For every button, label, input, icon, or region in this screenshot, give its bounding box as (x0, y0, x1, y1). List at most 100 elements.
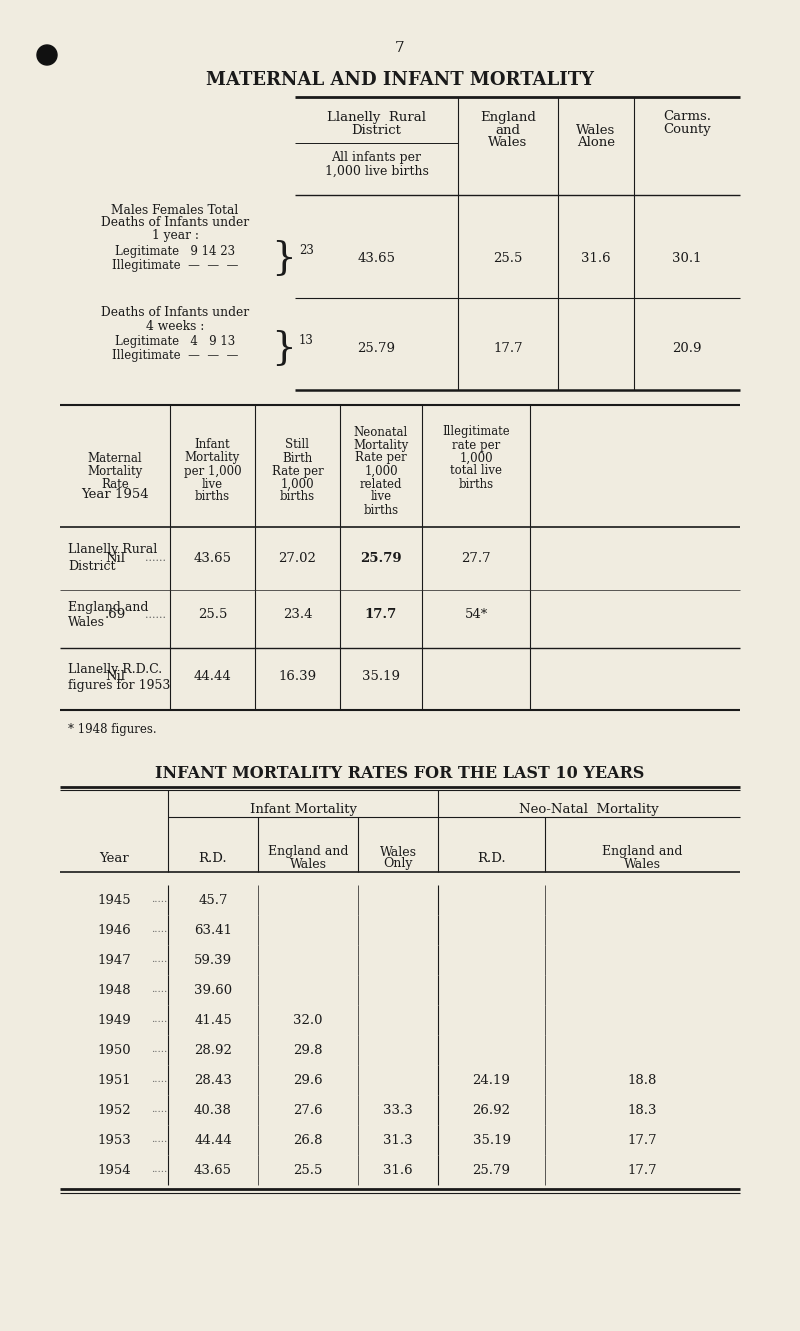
Text: 1949: 1949 (97, 1013, 131, 1026)
Text: Birth: Birth (282, 451, 313, 465)
Text: and: and (495, 124, 521, 137)
Text: Wales: Wales (68, 616, 105, 630)
Text: 26.8: 26.8 (294, 1134, 322, 1146)
Text: Still: Still (286, 438, 310, 451)
Text: 45.7: 45.7 (198, 893, 228, 906)
Text: 25.79: 25.79 (360, 551, 402, 564)
Text: 1,000 live births: 1,000 live births (325, 165, 429, 177)
Text: 35.19: 35.19 (362, 671, 400, 684)
Text: 24.19: 24.19 (473, 1074, 510, 1086)
Text: 1946: 1946 (97, 924, 131, 937)
Text: 17.7: 17.7 (628, 1134, 658, 1146)
Text: 23.4: 23.4 (282, 608, 312, 622)
Text: Neo-Natal  Mortality: Neo-Natal Mortality (519, 804, 659, 816)
Text: births: births (280, 491, 315, 503)
Text: .....: ..... (151, 1045, 167, 1054)
Text: .....: ..... (151, 1106, 167, 1114)
Text: Nil: Nil (105, 671, 125, 684)
Text: .....: ..... (151, 1075, 167, 1085)
Text: Wales: Wales (624, 857, 661, 870)
Text: England and: England and (68, 600, 149, 614)
Text: live: live (202, 478, 223, 491)
Text: 23: 23 (299, 245, 314, 257)
Text: England: England (480, 110, 536, 124)
Text: 1951: 1951 (97, 1074, 131, 1086)
Text: 1 year :: 1 year : (151, 229, 198, 242)
Text: Males Females Total: Males Females Total (111, 204, 238, 217)
Text: 32.0: 32.0 (294, 1013, 322, 1026)
Text: Legitimate   9 14 23: Legitimate 9 14 23 (115, 245, 235, 257)
Text: 33.3: 33.3 (383, 1103, 413, 1117)
Text: total live: total live (450, 465, 502, 478)
Text: 16.39: 16.39 (278, 671, 317, 684)
Text: England and: England and (268, 845, 348, 858)
Text: INFANT MORTALITY RATES FOR THE LAST 10 YEARS: INFANT MORTALITY RATES FOR THE LAST 10 Y… (155, 764, 645, 781)
Text: per 1,000: per 1,000 (184, 465, 242, 478)
Text: Year 1954: Year 1954 (81, 488, 149, 502)
Text: rate per: rate per (452, 438, 500, 451)
Text: 13: 13 (299, 334, 314, 347)
Text: Llanelly  Rural: Llanelly Rural (327, 110, 426, 124)
Text: Mortality: Mortality (87, 465, 142, 478)
Text: 35.19: 35.19 (473, 1134, 510, 1146)
Text: 25.79: 25.79 (358, 342, 395, 354)
Text: Wales: Wales (576, 124, 616, 137)
Text: Llanelly Rural: Llanelly Rural (68, 543, 158, 556)
Text: Deaths of Infants under: Deaths of Infants under (101, 306, 249, 319)
Text: }: } (270, 330, 295, 366)
Text: Wales: Wales (488, 137, 528, 149)
Text: 28.92: 28.92 (194, 1044, 232, 1057)
Text: }: } (270, 240, 295, 277)
Text: figures for 1953: figures for 1953 (68, 679, 170, 692)
Text: 4 weeks :: 4 weeks : (146, 319, 204, 333)
Text: Rate per: Rate per (355, 451, 407, 465)
Text: Deaths of Infants under: Deaths of Infants under (101, 217, 249, 229)
Text: Rate: Rate (101, 478, 129, 491)
Text: * 1948 figures.: * 1948 figures. (68, 724, 157, 736)
Text: 1953: 1953 (97, 1134, 131, 1146)
Text: 31.6: 31.6 (581, 252, 611, 265)
Text: Rate per: Rate per (272, 465, 323, 478)
Text: 54*: 54* (464, 608, 488, 622)
Text: Infant: Infant (194, 438, 230, 451)
Text: 18.8: 18.8 (628, 1074, 657, 1086)
Text: .....: ..... (151, 925, 167, 934)
Text: 27.6: 27.6 (293, 1103, 323, 1117)
Text: births: births (195, 491, 230, 503)
Text: 25.79: 25.79 (473, 1163, 510, 1177)
Text: 25.5: 25.5 (294, 1163, 322, 1177)
Text: 43.65: 43.65 (194, 551, 231, 564)
Text: 43.65: 43.65 (358, 252, 395, 265)
Text: 27.02: 27.02 (278, 551, 317, 564)
Text: MATERNAL AND INFANT MORTALITY: MATERNAL AND INFANT MORTALITY (206, 71, 594, 89)
Text: births: births (458, 478, 494, 491)
Text: 27.7: 27.7 (461, 551, 491, 564)
Text: 44.44: 44.44 (194, 1134, 232, 1146)
Text: 40.38: 40.38 (194, 1103, 232, 1117)
Text: Illegitimate  —  —  —: Illegitimate — — — (112, 349, 238, 362)
Text: 30.1: 30.1 (672, 252, 702, 265)
Text: Alone: Alone (577, 137, 615, 149)
Text: All infants per: All infants per (331, 152, 422, 165)
Text: Mortality: Mortality (185, 451, 240, 465)
Text: District: District (351, 125, 402, 137)
Text: 31.6: 31.6 (383, 1163, 413, 1177)
Circle shape (37, 45, 57, 65)
Text: 25.5: 25.5 (198, 608, 227, 622)
Text: ......: ...... (145, 610, 166, 620)
Text: Year: Year (99, 852, 129, 865)
Text: County: County (663, 124, 711, 137)
Text: 7: 7 (395, 41, 405, 55)
Text: .69: .69 (104, 608, 126, 622)
Text: 28.43: 28.43 (194, 1074, 232, 1086)
Text: R.D.: R.D. (477, 852, 506, 865)
Text: 1952: 1952 (97, 1103, 131, 1117)
Text: England and: England and (602, 845, 682, 858)
Text: 25.5: 25.5 (494, 252, 522, 265)
Text: 1947: 1947 (97, 953, 131, 966)
Text: 41.45: 41.45 (194, 1013, 232, 1026)
Text: District: District (68, 559, 115, 572)
Text: 44.44: 44.44 (194, 671, 231, 684)
Text: 1,000: 1,000 (364, 465, 398, 478)
Text: 29.6: 29.6 (293, 1074, 323, 1086)
